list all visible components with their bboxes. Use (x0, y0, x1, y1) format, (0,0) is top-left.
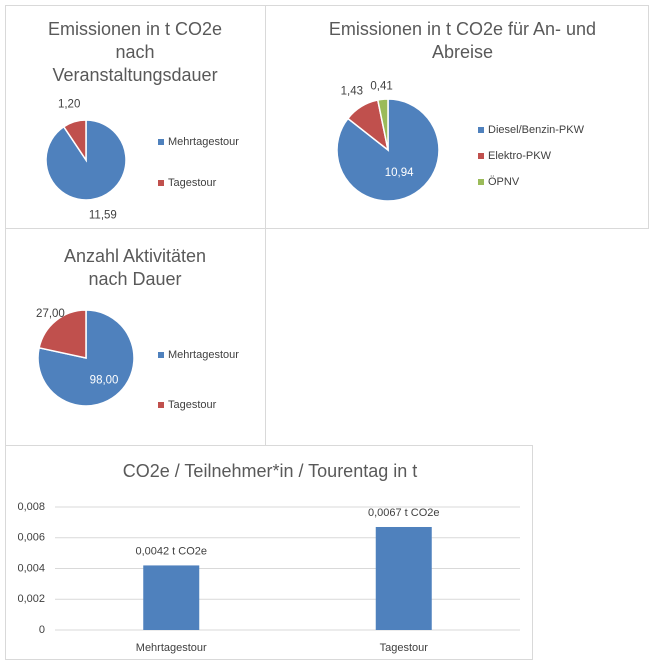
data-label: 27,00 (36, 308, 65, 320)
y-tick-label: 0,002 (17, 593, 45, 605)
x-tick-label: Mehrtagestour (136, 642, 207, 654)
chart-frame (265, 5, 649, 229)
data-label: 1,43 (341, 85, 363, 97)
pie-slice (336, 98, 440, 202)
legend-label: Mehrtagestour (168, 136, 239, 148)
bar (143, 565, 200, 630)
legend-label: ÖPNV (488, 176, 520, 188)
y-tick-label: 0,004 (17, 562, 45, 574)
chart-frame (5, 445, 533, 660)
chart-title: CO2e / Teilnehmer*in / Tourentag in t (122, 461, 418, 481)
data-label: 0,0042 t CO2e (135, 545, 207, 557)
pie-slice (62, 119, 87, 163)
chart-title: Anzahl Aktivitäten nach Dauer (63, 246, 207, 289)
pie-slice (376, 98, 389, 151)
legend-swatch (478, 153, 484, 159)
legend-swatch (478, 179, 484, 185)
legend-label: Mehrtagestour (168, 349, 239, 361)
pie-slice (38, 309, 87, 359)
legend-swatch (158, 402, 164, 408)
legend-label: Tagestour (168, 399, 217, 411)
data-label: 1,20 (58, 99, 80, 111)
x-tick-label: Tagestour (380, 642, 429, 654)
data-label: 11,59 (89, 210, 117, 222)
data-label: 98,00 (90, 374, 119, 386)
chart-frame (5, 5, 266, 229)
legend-swatch (158, 352, 164, 358)
y-tick-label: 0,006 (17, 532, 45, 544)
legend-swatch (158, 139, 164, 145)
legend-label: Elektro-PKW (488, 150, 552, 162)
data-label: 0,41 (370, 81, 392, 93)
y-tick-label: 0,008 (17, 501, 45, 513)
legend-swatch (478, 127, 484, 133)
legend-label: Tagestour (168, 177, 217, 189)
legend-label: Diesel/Benzin-PKW (488, 124, 585, 136)
legend-swatch (158, 180, 164, 186)
data-label: 10,94 (385, 167, 414, 179)
chart-title: Emissionen in t CO2e nach Veranstaltungs… (47, 19, 223, 85)
bar (375, 526, 432, 630)
y-tick-label: 0 (39, 624, 45, 636)
chart-title: Emissionen in t CO2e für An- und Abreise (328, 19, 597, 62)
data-label: 0,0067 t CO2e (368, 507, 440, 519)
